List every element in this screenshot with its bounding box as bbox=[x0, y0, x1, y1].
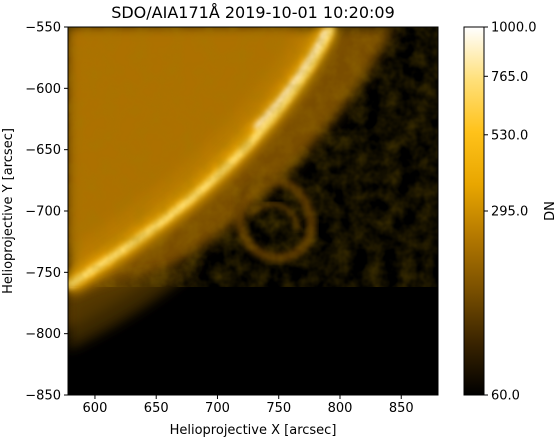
chart-title: SDO/AIA171Å 2019-10-01 10:20:09 bbox=[111, 3, 395, 22]
x-tick-label: 650 bbox=[144, 401, 169, 416]
y-tick-label: −800 bbox=[25, 327, 61, 342]
colorbar-tick-label: 60.0 bbox=[491, 389, 520, 404]
colorbar-label: DN bbox=[543, 201, 556, 221]
x-tick-label: 800 bbox=[328, 401, 353, 416]
y-tick-label: −550 bbox=[25, 21, 61, 36]
y-tick-label: −700 bbox=[25, 205, 61, 220]
colorbar-tick-label: 295.0 bbox=[491, 205, 528, 220]
y-tick-label: −600 bbox=[25, 82, 61, 97]
x-tick-label: 850 bbox=[389, 401, 414, 416]
colorbar-tick-label: 765.0 bbox=[491, 70, 528, 85]
x-tick-label: 750 bbox=[266, 401, 291, 416]
colorbar-ticks: 60.0 295.0 530.0 765.0 1000.0 bbox=[484, 21, 537, 404]
y-tick-label: −650 bbox=[25, 143, 61, 158]
x-tick-label: 700 bbox=[205, 401, 230, 416]
colorbar-tick-label: 530.0 bbox=[491, 128, 528, 143]
y-tick-label: −850 bbox=[25, 389, 61, 404]
x-axis-label: Helioprojective X [arcsec] bbox=[170, 423, 337, 438]
y-tick-label: −750 bbox=[25, 266, 61, 281]
x-tick-label: 600 bbox=[83, 401, 108, 416]
colorbar-tick-label: 1000.0 bbox=[491, 21, 537, 36]
y-axis-ticks: −550 −600 −650 −700 −750 −800 −850 bbox=[25, 21, 68, 404]
solar-image bbox=[68, 27, 438, 395]
x-axis-ticks: 600 650 700 750 800 850 bbox=[83, 395, 414, 416]
colorbar bbox=[463, 26, 485, 396]
disk-texture bbox=[68, 27, 438, 287]
y-axis-label: Helioprojective Y [arcsec] bbox=[1, 128, 16, 294]
